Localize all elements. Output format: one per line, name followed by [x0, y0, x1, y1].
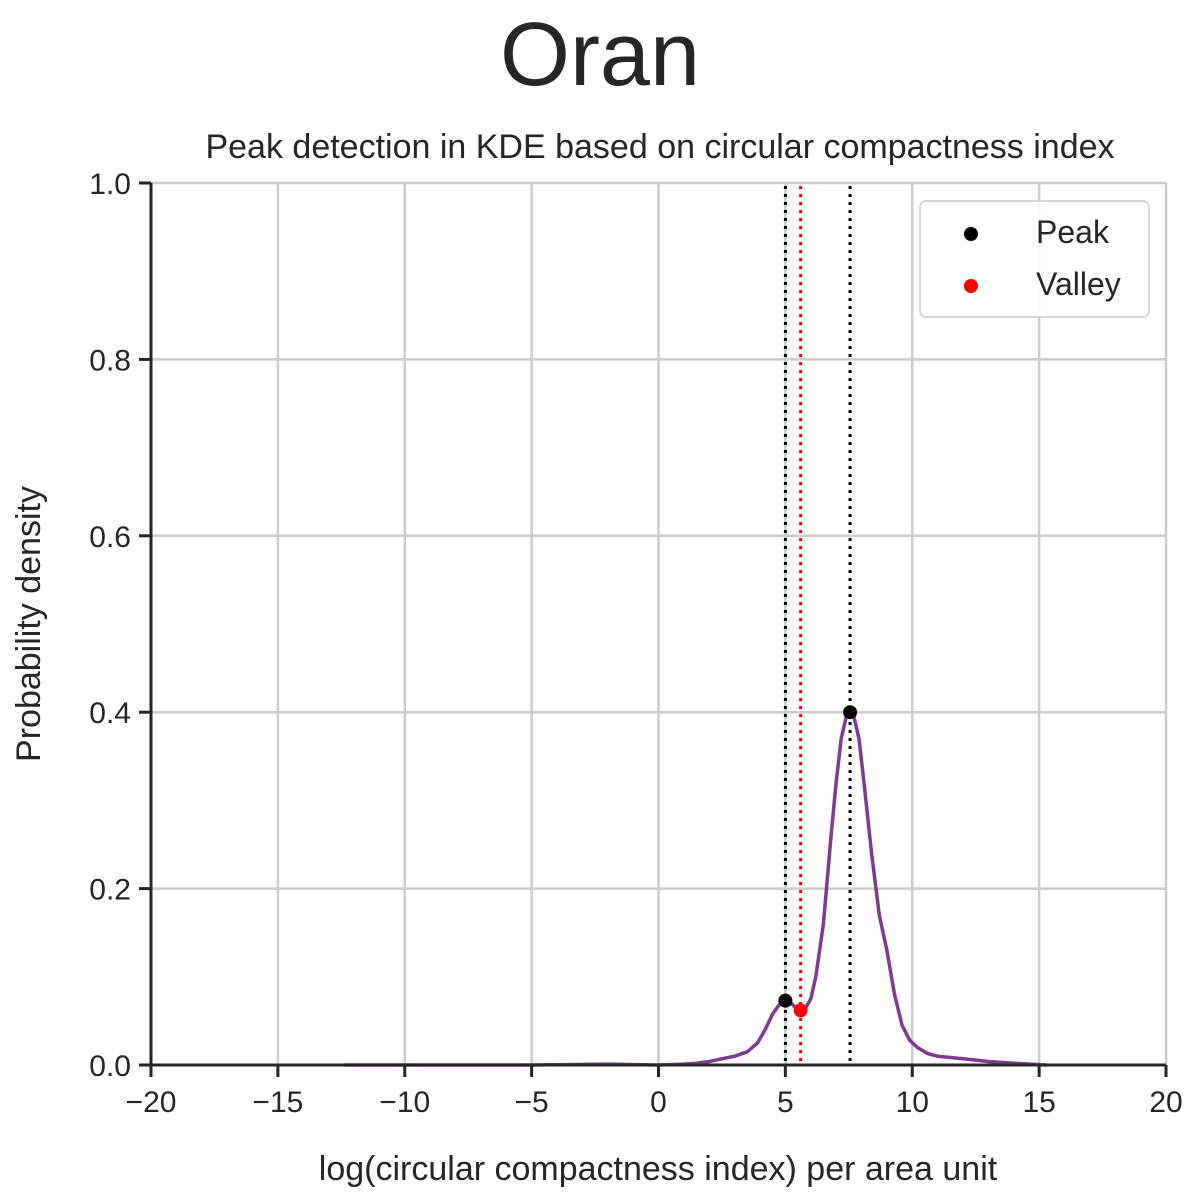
legend-valley-marker: [964, 279, 978, 293]
y-tick-label: 0.2: [89, 874, 131, 907]
y-tick-label: 0.0: [89, 1050, 131, 1083]
y-tick-label: 1.0: [89, 168, 131, 201]
legend: Peak Valley: [919, 200, 1150, 318]
legend-peak-label: Peak: [1036, 214, 1110, 250]
figure-suptitle: Oran: [500, 5, 700, 105]
legend-peak-marker: [964, 227, 978, 241]
valley-point: [793, 1003, 808, 1018]
ticks: −20 −15 −10 −5 0 5 10 15 20 0.0 0.2 0.4 0.6 0.8 1.0: [89, 168, 1182, 1119]
x-tick-label: 0: [650, 1086, 667, 1119]
x-tick-label: −15: [252, 1086, 303, 1119]
x-tick-label: −20: [126, 1086, 177, 1119]
y-tick-label: 0.6: [89, 521, 131, 554]
legend-valley-label: Valley: [1036, 266, 1121, 302]
x-tick-label: 5: [777, 1086, 794, 1119]
x-tick-label: −5: [515, 1086, 549, 1119]
kde-curve: [343, 710, 1047, 1067]
kde-curve-layer: [343, 710, 1047, 1067]
y-tick-label: 0.8: [89, 344, 131, 377]
x-tick-label: 10: [896, 1086, 929, 1119]
x-tick-label: 20: [1149, 1086, 1182, 1119]
y-axis-label: Probability density: [10, 486, 48, 762]
vertical-markers: [783, 186, 852, 1065]
chart-title: Peak detection in KDE based on circular …: [205, 128, 1114, 166]
peak-point: [778, 993, 793, 1008]
x-tick-label: −10: [379, 1086, 430, 1119]
points-layer: [778, 705, 858, 1018]
peak-point: [843, 705, 858, 720]
x-tick-label: 15: [1022, 1086, 1055, 1119]
y-tick-label: 0.4: [89, 697, 131, 730]
x-axis-label: log(circular compactness index) per area…: [319, 1150, 998, 1188]
